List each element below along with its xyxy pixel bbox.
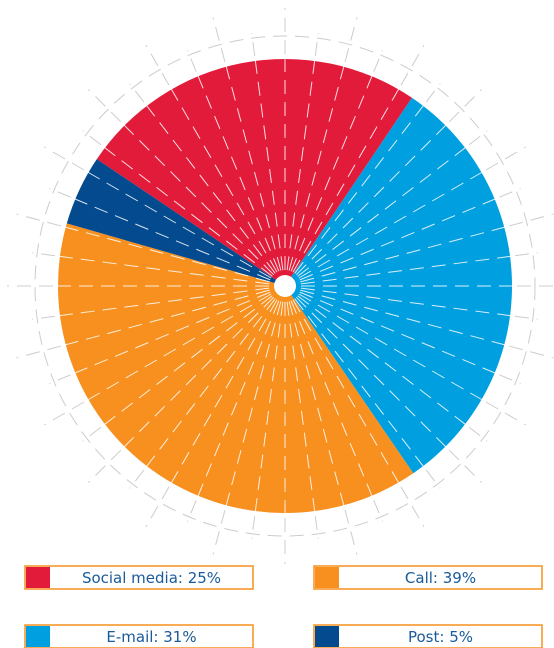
outer-dash — [373, 500, 384, 522]
radial-dash — [32, 287, 270, 320]
radial-dash — [186, 50, 280, 272]
outer-dash — [485, 401, 527, 426]
outer-dash — [400, 486, 425, 528]
outer-dash — [212, 509, 226, 555]
outer-dash — [88, 449, 122, 483]
outer-dash — [251, 515, 256, 539]
legend-swatch — [26, 626, 50, 647]
radial-dash — [186, 300, 280, 522]
legend-label: Call: 39% — [405, 569, 476, 587]
radial-dash — [299, 187, 521, 281]
outer-dash — [499, 187, 521, 198]
outer-dash — [16, 345, 62, 359]
radial-dash — [251, 33, 284, 271]
outer-dash — [186, 500, 197, 522]
radial-dash — [297, 295, 488, 442]
radial-dash — [297, 130, 488, 277]
outer-dash — [145, 486, 170, 528]
radial-dash — [32, 252, 270, 285]
outer-dash — [129, 83, 145, 103]
outer-dash — [400, 44, 425, 86]
legend-swatch — [315, 567, 339, 588]
outer-dash — [32, 252, 56, 257]
radial-dash — [300, 287, 538, 320]
outer-dash — [43, 401, 85, 426]
radial-dash — [129, 83, 276, 274]
outer-dash — [212, 17, 226, 63]
outer-ring — [34, 35, 536, 537]
legend: Social media: 25% E-mail: 31% Call: 39% Pos… — [24, 565, 543, 648]
radial-dash — [299, 291, 521, 385]
radial-dash — [129, 298, 276, 489]
outer-dash — [373, 50, 384, 72]
pie-slice — [58, 223, 414, 513]
radial-dash — [286, 301, 319, 539]
outer-dash — [508, 213, 554, 227]
outer-dash — [425, 83, 441, 103]
legend-box — [24, 565, 254, 590]
outer-dash — [16, 213, 62, 227]
legend-label: Post: 5% — [408, 628, 473, 646]
legend-box — [313, 624, 543, 648]
legend-label: E-mail: 31% — [106, 628, 196, 646]
outer-dash — [514, 252, 538, 257]
outer-dash — [49, 374, 71, 385]
decoration — [7, 8, 554, 564]
outer-dash — [82, 426, 102, 442]
outer-dash — [186, 50, 197, 72]
radial-dash — [294, 298, 441, 489]
radial-dash — [286, 33, 319, 271]
outer-dash — [49, 187, 71, 198]
outer-dash — [314, 515, 319, 539]
outer-dash — [43, 146, 85, 171]
outer-dash — [485, 146, 527, 171]
radial-dash — [82, 130, 273, 277]
outer-dash — [129, 469, 145, 489]
outer-dash — [448, 449, 482, 483]
radial-dash — [294, 83, 441, 274]
outer-dash — [508, 345, 554, 359]
outer-dash — [82, 130, 102, 146]
outer-dash — [344, 17, 358, 63]
outer-dash — [251, 33, 256, 57]
outer-dash — [88, 89, 122, 123]
legend-swatch — [315, 626, 339, 647]
legend-box — [313, 565, 543, 590]
radial-dash — [49, 187, 271, 281]
outer-dash — [32, 315, 56, 320]
radial-dash — [290, 300, 384, 522]
outer-dash — [468, 426, 488, 442]
legend-swatch — [26, 567, 50, 588]
outer-dash — [344, 509, 358, 555]
radial-dash — [49, 291, 271, 385]
radial-dash — [290, 50, 384, 272]
outer-dash — [468, 130, 488, 146]
radial-dash — [300, 252, 538, 285]
center-hole — [274, 275, 296, 297]
radial-dash — [82, 295, 273, 442]
outer-dash — [425, 469, 441, 489]
radial-dash — [251, 301, 284, 539]
legend-box — [24, 624, 254, 648]
outer-dash — [145, 44, 170, 86]
legend-label: Social media: 25% — [82, 569, 221, 587]
outer-dash — [448, 89, 482, 123]
outer-dash — [514, 315, 538, 320]
outer-dash — [314, 33, 319, 57]
outer-dash — [499, 374, 521, 385]
